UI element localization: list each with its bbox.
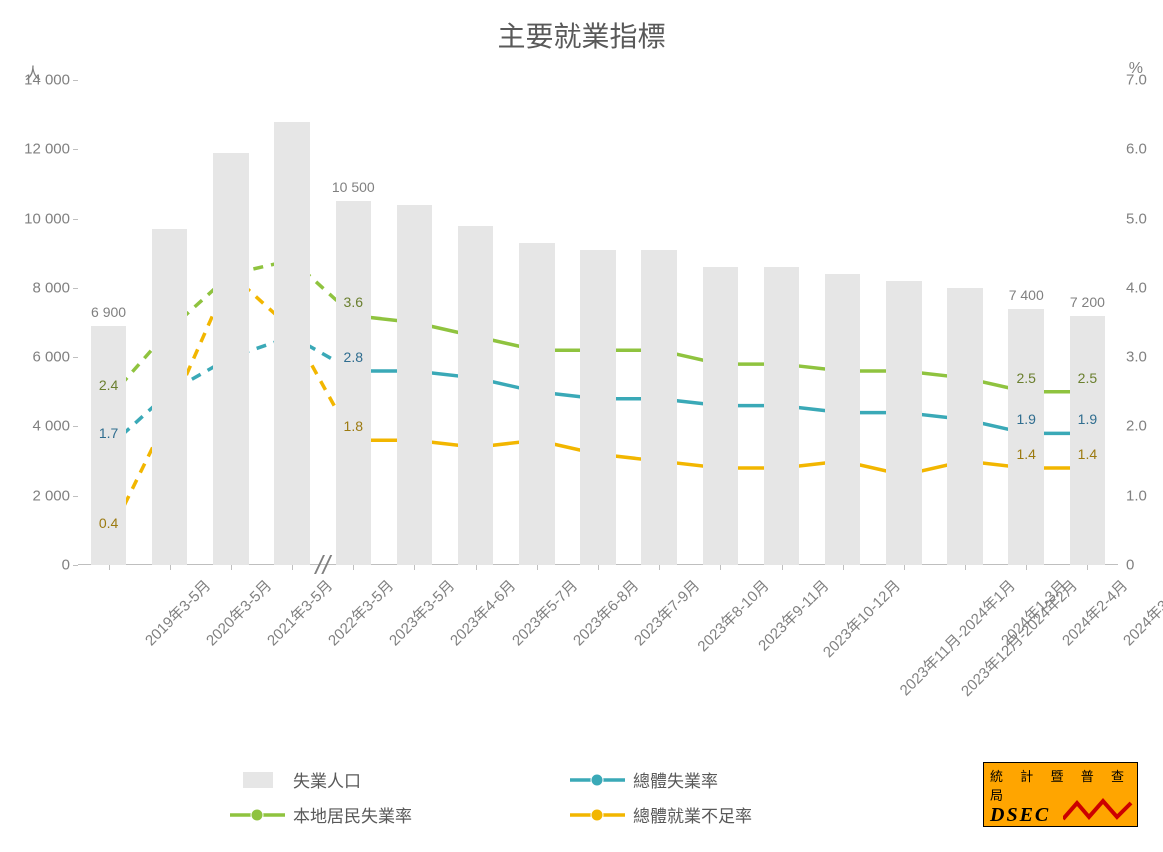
y1-tick: 0	[10, 557, 70, 574]
line-label: 2.4	[99, 377, 118, 393]
bar-label: 7 200	[1070, 294, 1105, 310]
bar	[519, 243, 554, 565]
line-label: 2.5	[1017, 370, 1036, 386]
bar	[825, 274, 860, 565]
legend-item: 總體就業不足率	[570, 802, 840, 827]
line-label: 1.4	[1017, 446, 1036, 462]
plot-area: 02 0004 0006 0008 00010 00012 00014 0000…	[78, 80, 1118, 565]
chart-container: 主要就業指標 人 % 02 0004 0006 0008 00010 00012…	[0, 0, 1163, 852]
x-tick: 2023年5-7月	[507, 575, 582, 650]
y2-tick: 7.0	[1126, 72, 1147, 89]
bar-label: 7 400	[1009, 287, 1044, 303]
bar-label: 10 500	[332, 179, 375, 195]
y1-tick: 10 000	[10, 210, 70, 227]
bar	[580, 250, 615, 565]
y2-tick: 4.0	[1126, 279, 1147, 296]
y1-tick: 14 000	[10, 72, 70, 89]
logo-bottom-text: DSEC	[990, 804, 1131, 827]
y2-tick: 1.0	[1126, 487, 1147, 504]
y2-tick: 3.0	[1126, 349, 1147, 366]
y2-tick: 0	[1126, 557, 1134, 574]
y1-tick: 4 000	[10, 418, 70, 435]
chart-title: 主要就業指標	[0, 15, 1163, 55]
line-label: 3.6	[344, 294, 363, 310]
x-tick: 2019年3-5月	[139, 575, 214, 650]
line-label: 1.8	[344, 418, 363, 434]
bar	[886, 281, 921, 565]
y1-tick: 12 000	[10, 141, 70, 158]
bar	[703, 267, 738, 565]
line-label: 1.4	[1078, 446, 1097, 462]
legend: 失業人口 總體失業率本地居民失業率 總體就業不足率	[230, 767, 870, 827]
line-label: 1.9	[1017, 411, 1036, 427]
y2-tick: 6.0	[1126, 141, 1147, 158]
line-label: 2.8	[344, 349, 363, 365]
bar	[397, 205, 432, 565]
bar	[641, 250, 676, 565]
line-label: 1.7	[99, 425, 118, 441]
axis-break: //	[315, 550, 329, 581]
dsec-logo: 統 計 暨 普 查 局 DSEC	[983, 762, 1138, 827]
y1-tick: 6 000	[10, 349, 70, 366]
line-label: 0.4	[99, 515, 118, 531]
legend-item: 失業人口	[230, 767, 500, 792]
bar	[152, 229, 187, 565]
bar	[1008, 309, 1043, 565]
y2-tick: 2.0	[1126, 418, 1147, 435]
line-label: 2.5	[1078, 370, 1097, 386]
bar	[1070, 316, 1105, 565]
y2-tick: 5.0	[1126, 210, 1147, 227]
line-label: 1.9	[1078, 411, 1097, 427]
legend-item: 本地居民失業率	[230, 802, 500, 827]
y1-tick: 8 000	[10, 279, 70, 296]
y1-tick: 2 000	[10, 487, 70, 504]
bar	[274, 122, 309, 565]
x-tick: 2023年4-6月	[445, 575, 520, 650]
bar	[764, 267, 799, 565]
bar	[947, 288, 982, 565]
bar	[336, 201, 371, 565]
bar-label: 6 900	[91, 304, 126, 320]
legend-item: 總體失業率	[570, 767, 840, 792]
bar	[458, 226, 493, 566]
bar	[213, 153, 248, 565]
